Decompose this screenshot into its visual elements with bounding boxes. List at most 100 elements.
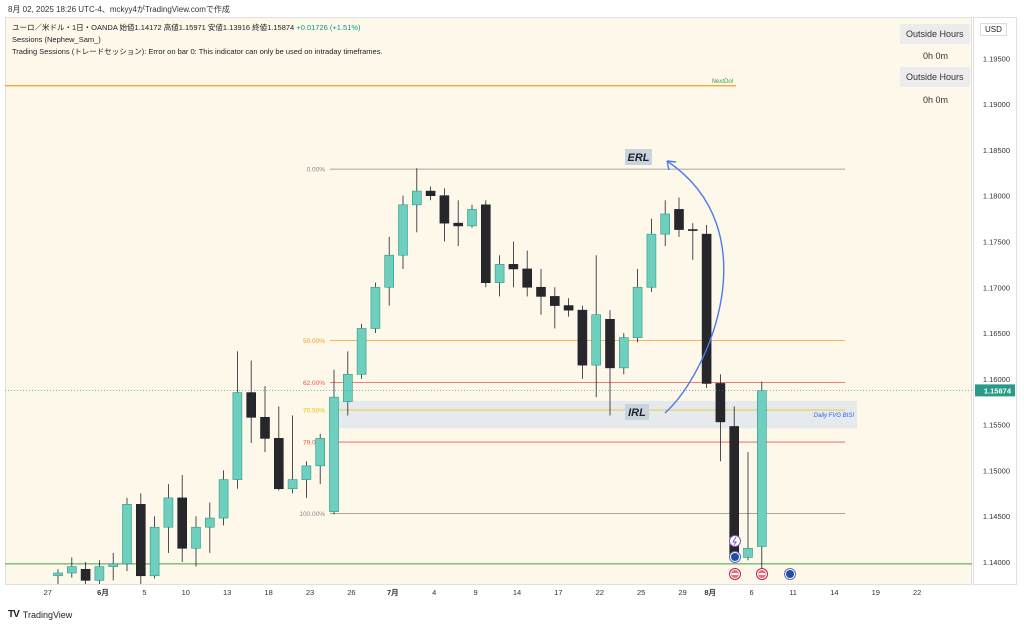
candle: [591, 255, 602, 398]
candle: [108, 552, 118, 581]
candle: [660, 200, 671, 247]
candle: [687, 223, 698, 260]
price-tick-label: 1.19500: [983, 54, 1010, 63]
erl-label: ERL: [628, 152, 650, 164]
candle: [411, 168, 422, 233]
candle: [701, 224, 712, 389]
candle: [494, 255, 505, 297]
candle-body-up: [108, 563, 118, 567]
bolt-path: [732, 536, 737, 546]
event-us-flag-icon: [729, 568, 741, 580]
candle: [439, 188, 450, 242]
time-axis[interactable]: [5, 585, 972, 601]
candle-body-up: [53, 572, 63, 577]
candle: [246, 360, 256, 443]
price-change: +0.01726 (+1.51%): [296, 23, 361, 32]
date-tick-label: 9: [474, 588, 478, 597]
candle: [467, 204, 477, 228]
candle: [756, 381, 767, 570]
candle-body-up: [218, 479, 229, 519]
candle-body-up: [370, 286, 381, 329]
candle-body-down: [563, 305, 574, 311]
candle: [232, 351, 243, 489]
price-ticks: 1.14000 1.14500 1.15000 1.15500 1.16000 1.165…: [975, 54, 1015, 567]
branding-text: TradingView: [22, 609, 73, 620]
date-tick-label: 29: [678, 588, 686, 597]
price-axis[interactable]: [973, 17, 1017, 585]
date-tick-label: 5: [142, 588, 146, 597]
event-globe-icon: [784, 568, 796, 580]
candle-body-down: [177, 497, 187, 549]
candle-body-up: [743, 547, 753, 558]
date-tick-label: 4: [432, 588, 436, 597]
session-value-2: 0h 0m: [923, 95, 949, 105]
event-stripe: [731, 573, 739, 575]
candle: [191, 516, 201, 567]
economic-events: [729, 535, 796, 580]
lightning-icon: [729, 535, 741, 547]
candle-body-up: [411, 190, 422, 206]
event-dot: [786, 570, 794, 578]
candle-body-up: [287, 479, 298, 490]
candle-body-down: [439, 195, 450, 224]
candle: [273, 406, 284, 491]
candle: [632, 268, 643, 343]
candle: [646, 218, 657, 292]
candle: [205, 502, 215, 553]
candle-body-up: [122, 504, 132, 565]
candle-body-up: [315, 438, 326, 467]
candle: [67, 557, 77, 578]
candle-body-up: [94, 566, 105, 581]
ohlc-values: 始値1.14172 高値1.15971 安値1.13916 終値1.15874: [119, 23, 295, 32]
price-tick-label: 1.16500: [983, 329, 1010, 338]
candle: [177, 475, 187, 563]
next-dol-label: NextDol: [712, 79, 734, 85]
date-tick-label: 22: [913, 588, 921, 597]
date-tick-label: 25: [637, 588, 645, 597]
candle: [425, 186, 436, 201]
candle-body-up: [494, 264, 505, 283]
candle-body-up: [232, 392, 243, 480]
candle: [549, 287, 560, 329]
indicator-trading-sessions[interactable]: Trading Sessions (トレードセッション): Error on b…: [12, 47, 383, 56]
session-button-1[interactable]: Outside Hours: [900, 24, 970, 44]
irl-label: IRL: [628, 407, 646, 419]
tradingview-branding[interactable]: TV TradingView: [8, 609, 72, 620]
candle: [218, 470, 229, 526]
indicator-sessions[interactable]: Sessions (Nephew_Sam_): [12, 35, 101, 44]
price-tick-label: 1.15000: [983, 466, 1010, 475]
candle-body-down: [549, 296, 560, 306]
candle-body-down: [522, 268, 533, 288]
candle-body-up: [191, 526, 201, 549]
candle: [342, 351, 353, 416]
candle: [508, 241, 519, 288]
next-dol-line: NextDol: [5, 79, 736, 87]
chart-frame: [5, 17, 972, 585]
session-button-2[interactable]: Outside Hours: [900, 67, 970, 87]
fib-label: 70.50%: [303, 407, 325, 414]
event-ring: [729, 535, 741, 547]
date-tick-label: 26: [347, 588, 355, 597]
date-tick-label: 6: [750, 588, 754, 597]
candle-body-up: [342, 373, 353, 403]
currency-label[interactable]: USD: [980, 23, 1007, 36]
candle-body-up: [301, 465, 312, 480]
candle: [563, 298, 574, 317]
date-tick-label: 17: [554, 588, 562, 597]
last-price-label: 1.15874: [984, 386, 1012, 395]
event-us-flag-icon: [756, 568, 768, 580]
candle-body-up: [632, 286, 643, 338]
price-tick-label: 1.18000: [983, 192, 1010, 201]
candle-body-down: [260, 417, 270, 439]
candle-body-down: [508, 264, 519, 270]
fib-label: 0.00%: [307, 167, 326, 174]
candle: [715, 374, 726, 462]
candle-body-down: [425, 190, 436, 196]
symbol-label[interactable]: ユーロ／米ドル・1日・OANDA: [12, 23, 118, 32]
candle-body-down: [577, 309, 588, 366]
price-tick-label: 1.17000: [983, 283, 1010, 292]
candle: [53, 569, 63, 584]
price-tick-label: 1.18500: [983, 146, 1010, 155]
candle-body-down: [674, 209, 684, 230]
